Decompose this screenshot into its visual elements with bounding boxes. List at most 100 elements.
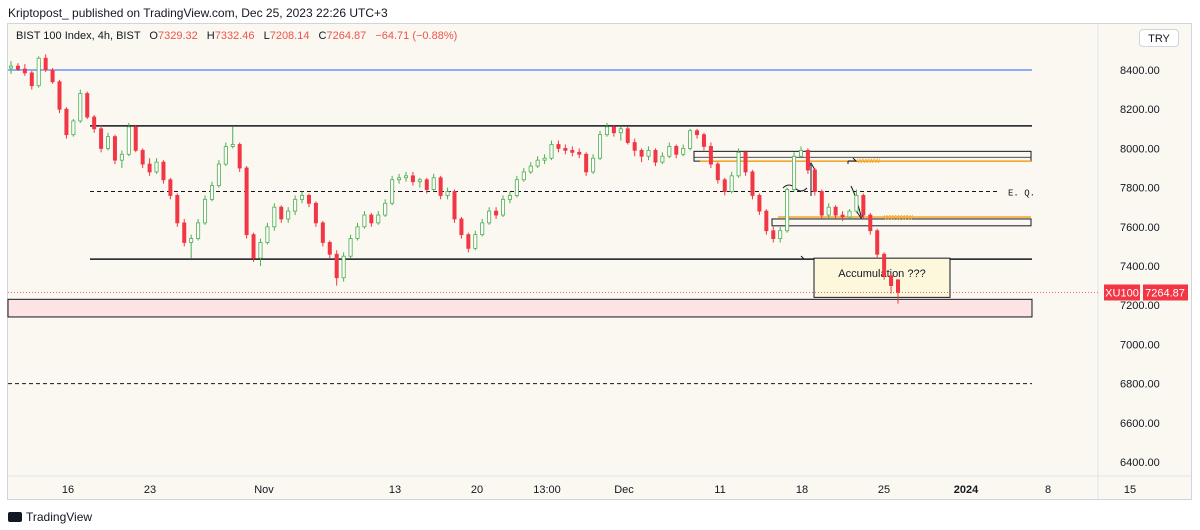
candle-body bbox=[223, 146, 228, 165]
last-price-tag-bg bbox=[1143, 284, 1188, 301]
candle-body bbox=[896, 279, 901, 293]
x-tick-label: Dec bbox=[614, 484, 634, 496]
candle-body bbox=[653, 149, 658, 163]
support-zone-box[interactable] bbox=[7, 298, 1033, 318]
candle-body bbox=[43, 57, 48, 71]
candle-body bbox=[445, 191, 450, 196]
candle-body bbox=[57, 81, 62, 110]
candle-body bbox=[168, 179, 173, 196]
candle-body bbox=[92, 116, 97, 130]
accumulation-label: Accumulation ??? bbox=[838, 268, 925, 280]
candle-body bbox=[147, 163, 152, 173]
lower-box[interactable] bbox=[771, 218, 1032, 227]
candle-body bbox=[861, 195, 866, 216]
high-value: 7332.46 bbox=[214, 30, 255, 42]
candle-body bbox=[362, 214, 367, 228]
y-tick-label: 6800.00 bbox=[1120, 379, 1160, 391]
candle-body bbox=[875, 230, 880, 255]
candle-body bbox=[847, 210, 852, 218]
candle-body bbox=[438, 177, 443, 196]
candle-body bbox=[251, 234, 256, 259]
small-arrow-1 bbox=[847, 157, 858, 164]
x-tick-label: 16 bbox=[62, 484, 74, 496]
candle-body bbox=[563, 147, 568, 151]
candle-body bbox=[805, 149, 810, 171]
candle-body bbox=[882, 253, 887, 277]
candle-body bbox=[826, 206, 831, 216]
accumulation-box[interactable] bbox=[813, 257, 951, 298]
candle-body bbox=[99, 128, 104, 149]
candle-body bbox=[494, 210, 499, 216]
x-tick-label: 8 bbox=[1045, 484, 1051, 496]
candle-body bbox=[487, 210, 492, 224]
low-key: L bbox=[263, 30, 270, 42]
candle-body bbox=[598, 134, 603, 159]
candle-body bbox=[812, 169, 817, 192]
x-tick-label: 2024 bbox=[954, 484, 979, 496]
x-tick-label: 23 bbox=[144, 484, 156, 496]
open-key: O bbox=[149, 30, 158, 42]
tradingview-logo[interactable]: TradingView bbox=[8, 510, 92, 524]
candle-body bbox=[272, 206, 277, 228]
close-key: C bbox=[318, 30, 327, 42]
tv-logo-icon bbox=[8, 512, 22, 522]
candle-body bbox=[383, 202, 388, 216]
x-tick-label: Nov bbox=[254, 484, 274, 496]
candle-body bbox=[674, 146, 679, 155]
y-tick-label: 7800.00 bbox=[1120, 183, 1160, 195]
candle-body bbox=[833, 206, 838, 216]
candle-body bbox=[591, 157, 596, 173]
candle-body bbox=[473, 234, 478, 249]
candle-body bbox=[403, 175, 408, 179]
candle-body bbox=[618, 128, 623, 134]
candle-body bbox=[556, 144, 561, 149]
candle-body bbox=[577, 151, 582, 155]
last-price-tag: 7264.87 bbox=[1145, 287, 1185, 299]
candle-body bbox=[459, 218, 464, 236]
candle-body bbox=[36, 57, 41, 87]
candle-body bbox=[625, 128, 630, 143]
candle-body bbox=[840, 214, 845, 218]
candle-body bbox=[306, 195, 311, 204]
candle-body bbox=[549, 144, 554, 159]
candle-body bbox=[390, 179, 395, 204]
candle-body bbox=[604, 126, 609, 136]
candle-body bbox=[71, 120, 76, 136]
candle-body bbox=[397, 177, 402, 181]
candle-body bbox=[646, 149, 651, 157]
candle-body bbox=[542, 157, 547, 161]
x-tick-label: 18 bbox=[796, 484, 808, 496]
candle-body bbox=[868, 214, 873, 232]
candle-body bbox=[369, 214, 374, 224]
y-tick-label: 6400.00 bbox=[1120, 457, 1160, 469]
candle-body bbox=[750, 171, 755, 196]
high-key: H bbox=[206, 30, 215, 42]
candle-body bbox=[106, 136, 111, 149]
candle-body bbox=[785, 189, 790, 232]
candle-body bbox=[64, 108, 69, 136]
y-tick-label: 8200.00 bbox=[1120, 104, 1160, 116]
candle-body bbox=[466, 234, 471, 249]
currency-button[interactable]: TRY bbox=[1139, 29, 1179, 47]
candle-body bbox=[480, 222, 485, 236]
chart-frame[interactable] bbox=[7, 23, 1192, 500]
eq-label: E. Q. bbox=[1008, 189, 1035, 199]
open-value: 7329.32 bbox=[157, 30, 198, 42]
candle-body bbox=[410, 175, 415, 183]
candle-body bbox=[126, 126, 131, 155]
symbol-tag-bg bbox=[1104, 284, 1140, 301]
candle-body bbox=[15, 65, 20, 70]
candle-body bbox=[203, 198, 208, 224]
candle-body bbox=[119, 153, 124, 161]
candle-body bbox=[507, 195, 512, 200]
candle-body bbox=[22, 68, 27, 74]
x-tick-label: 25 bbox=[878, 484, 890, 496]
candle-body bbox=[140, 149, 145, 165]
candle-body bbox=[8, 65, 13, 69]
candle-body bbox=[237, 144, 242, 169]
candle-body bbox=[736, 151, 741, 177]
candle-body bbox=[341, 255, 346, 279]
candle-body bbox=[660, 155, 665, 163]
publish-header: Kriptopost_ published on TradingView.com… bbox=[0, 0, 1200, 24]
